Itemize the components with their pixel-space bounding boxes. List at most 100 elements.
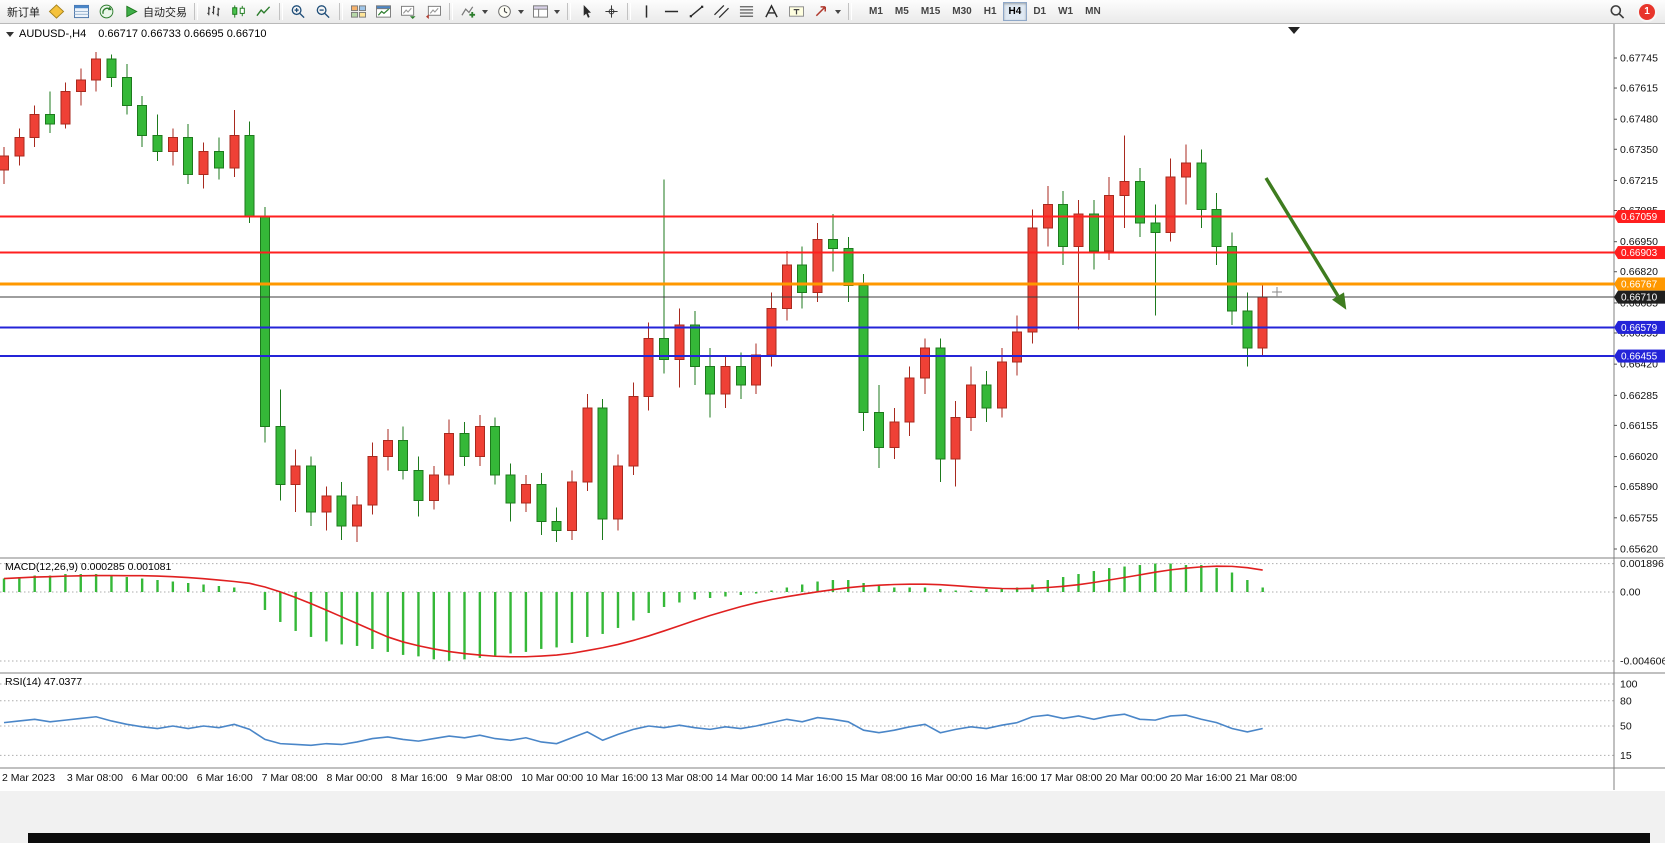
axis-price-tag: 0.67059 (1614, 210, 1665, 224)
toolbar-separator (194, 3, 198, 20)
toolbar-separator (567, 3, 571, 20)
timeframe-MN[interactable]: MN (1079, 2, 1107, 21)
candlestick-chart-icon[interactable] (226, 2, 251, 22)
auto-scroll-icon[interactable] (396, 2, 421, 22)
svg-text:16 Mar 00:00: 16 Mar 00:00 (911, 772, 973, 784)
new-chart-icon[interactable] (371, 2, 396, 22)
zoom-out-icon[interactable] (311, 2, 336, 22)
svg-text:20 Mar 16:00: 20 Mar 16:00 (1170, 772, 1232, 784)
zoom-in-icon (291, 5, 305, 19)
toolbar: 新订单 自动交易 M1 M5 M15 M30 H1 H4 D1 W1 MN 1 (0, 0, 1665, 24)
periods-icon[interactable] (492, 2, 528, 22)
time-axis-labels: 2 Mar 2023 3 Mar 08:00 6 Mar 00:00 6 Mar 16… (2, 772, 1297, 784)
arrows-icon (815, 6, 826, 17)
timeframe-M1[interactable]: M1 (863, 2, 889, 21)
symbol-dropdown-icon[interactable] (6, 31, 14, 37)
svg-text:0.66579: 0.66579 (1621, 323, 1658, 334)
timeframe-D1[interactable]: D1 (1027, 2, 1052, 21)
autotrading-button[interactable]: 自动交易 (119, 2, 191, 22)
arrows-icon[interactable] (809, 2, 845, 22)
notification-badge[interactable]: 1 (1637, 1, 1657, 22)
chevron-down-icon (518, 9, 524, 14)
market-watch-icon[interactable] (69, 2, 94, 22)
fibonacci-icon[interactable] (734, 2, 759, 22)
timeframe-M5[interactable]: M5 (889, 2, 915, 21)
cursor-icon[interactable] (574, 2, 599, 22)
svg-text:0.66767: 0.66767 (1621, 279, 1658, 290)
toolbar-separator (627, 3, 631, 20)
indicators-icon[interactable] (456, 2, 492, 22)
templates-icon[interactable] (528, 2, 564, 22)
rsi-layer: 100 80 50 15 (0, 679, 1638, 762)
svg-text:10 Mar 00:00: 10 Mar 00:00 (521, 772, 583, 784)
channel-icon[interactable] (709, 2, 734, 22)
timeframe-M30[interactable]: M30 (946, 2, 977, 21)
svg-text:0.66820: 0.66820 (1620, 266, 1658, 278)
chart-symbol-period: AUDUSD-,H4 (19, 28, 87, 40)
chart-canvas[interactable]: 0.67745 0.67615 0.67480 0.67350 0.67215 0.670… (0, 24, 1665, 790)
svg-text:50: 50 (1620, 721, 1632, 733)
svg-text:0.66020: 0.66020 (1620, 451, 1658, 463)
label-icon[interactable] (784, 2, 809, 22)
vertical-line-icon (645, 5, 648, 18)
market-watch-icon (74, 4, 89, 19)
horizontal-line-icon[interactable] (659, 2, 684, 22)
metaeditor-icon[interactable] (44, 2, 69, 22)
trendline-icon[interactable] (684, 2, 709, 22)
toolbar-separator (279, 3, 283, 20)
zoom-in-icon[interactable] (286, 2, 311, 22)
rsi-line (3, 713, 1263, 747)
timeframe-H1[interactable]: H1 (978, 2, 1003, 21)
zoom-out-icon (316, 5, 330, 19)
svg-text:80: 80 (1620, 695, 1632, 707)
new-order-button[interactable]: 新订单 (3, 2, 44, 22)
svg-text:14 Mar 00:00: 14 Mar 00:00 (716, 772, 778, 784)
tile-windows-icon (351, 5, 366, 18)
svg-text:3 Mar 08:00: 3 Mar 08:00 (67, 772, 123, 784)
svg-text:0.67745: 0.67745 (1620, 53, 1658, 65)
svg-text:0.67059: 0.67059 (1621, 212, 1658, 223)
chart-shift-icon[interactable] (421, 2, 446, 22)
search-button[interactable] (1605, 2, 1630, 22)
tile-windows-icon[interactable] (346, 2, 371, 22)
trend-arrow-object[interactable] (1264, 177, 1347, 310)
line-chart-icon[interactable] (251, 2, 276, 22)
mql5-icon (99, 4, 114, 19)
new-chart-icon (376, 5, 391, 18)
text-icon[interactable] (759, 2, 784, 22)
bar-chart-icon[interactable] (201, 2, 226, 22)
svg-text:0.66285: 0.66285 (1620, 390, 1658, 402)
horizontal-line-icon (664, 10, 679, 13)
label-icon (789, 6, 804, 17)
auto-scroll-icon (401, 5, 416, 19)
mql5-icon[interactable] (94, 2, 119, 22)
svg-text:0.65620: 0.65620 (1620, 544, 1658, 556)
vertical-line-icon[interactable] (634, 2, 659, 22)
svg-text:0.66950: 0.66950 (1620, 236, 1658, 248)
axis-price-tag: 0.66455 (1614, 349, 1665, 363)
macd-label: MACD(12,26,9) 0.000285 0.001081 (5, 561, 172, 573)
trendline-icon (689, 5, 704, 18)
price-axis-labels: 0.67745 0.67615 0.67480 0.67350 0.67215 0.670… (1614, 53, 1658, 556)
axis-price-tag: 0.66579 (1614, 320, 1665, 334)
timeframe-W1[interactable]: W1 (1052, 2, 1079, 21)
svg-text:20 Mar 00:00: 20 Mar 00:00 (1105, 772, 1167, 784)
chart-window[interactable]: 0.67745 0.67615 0.67480 0.67350 0.67215 0.670… (0, 24, 1665, 790)
chart-shift-marker[interactable] (1288, 27, 1300, 34)
timeframe-group: M1 M5 M15 M30 H1 H4 D1 W1 MN (863, 2, 1107, 21)
svg-text:0.66710: 0.66710 (1621, 293, 1658, 304)
svg-text:17 Mar 08:00: 17 Mar 08:00 (1040, 772, 1102, 784)
timeframe-H4[interactable]: H4 (1002, 2, 1028, 21)
channel-icon (714, 4, 729, 19)
svg-text:0.66155: 0.66155 (1620, 420, 1658, 432)
crosshair-icon[interactable] (599, 2, 624, 22)
bar-chart-icon (207, 5, 220, 17)
svg-text:0.66903: 0.66903 (1621, 248, 1658, 259)
timeframe-M15[interactable]: M15 (915, 2, 946, 21)
toolbar-separator (449, 3, 453, 20)
candlestick-chart-icon (232, 5, 245, 18)
play-icon (126, 5, 138, 18)
svg-text:0.67350: 0.67350 (1620, 144, 1658, 156)
chart-header: AUDUSD-,H4 0.66717 0.66733 0.66695 0.667… (6, 28, 266, 40)
